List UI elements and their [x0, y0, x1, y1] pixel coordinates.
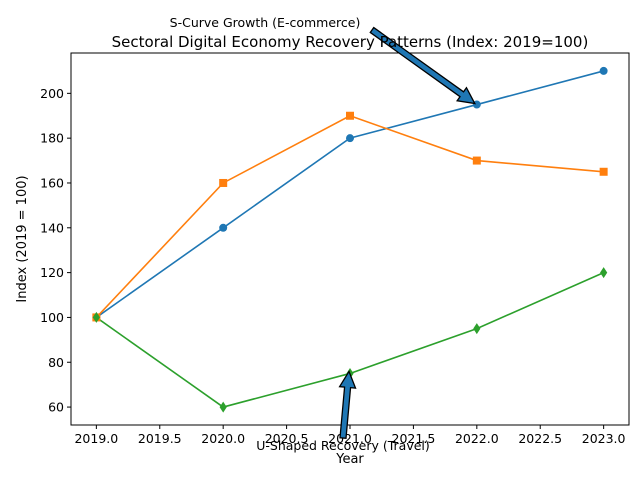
data-point [346, 134, 354, 143]
annotation-label: S-Curve Growth (E-commerce) [170, 15, 361, 30]
data-point [599, 167, 608, 176]
data-point [219, 178, 228, 187]
annotation-arrow [369, 26, 477, 105]
x-tick-label: 2019.0 [74, 431, 118, 446]
data-point [472, 156, 481, 165]
plot-markers [92, 66, 608, 413]
y-axis-label: Index (2019 = 100) [15, 175, 30, 302]
data-point [599, 66, 608, 75]
x-tick-label: 2020.0 [201, 431, 245, 446]
y-tick-label: 140 [40, 220, 64, 235]
series-line [95, 70, 604, 319]
annotation-arrow [338, 370, 357, 439]
y-tick-label: 200 [40, 86, 64, 101]
x-axis-label: Year [335, 452, 364, 467]
y-tick-label: 60 [48, 400, 64, 415]
annotations: S-Curve Growth (E-commerce) U-Shaped Reco… [170, 15, 477, 453]
x-tick-label: 2021.5 [392, 431, 436, 446]
data-point [219, 223, 228, 232]
data-point [600, 267, 608, 279]
data-point [92, 311, 100, 323]
data-point [219, 401, 227, 413]
annotation-label: U-Shaped Recovery (Travel) [256, 438, 430, 453]
y-tick-label: 100 [40, 310, 64, 325]
y-tick-label: 80 [48, 355, 64, 370]
data-point [346, 111, 354, 120]
data-point [473, 323, 481, 335]
series-line [95, 114, 604, 318]
x-tick-label: 2020.5 [265, 431, 309, 446]
x-tick-label: 2022.5 [518, 431, 562, 446]
y-tick-label: 180 [40, 131, 64, 146]
y-tick-label: 120 [40, 265, 64, 280]
plot-lines [95, 70, 604, 408]
x-tick-label: 2021.0 [328, 431, 372, 446]
y-axis-ticks: 60 80 100 120 140 160 180 200 [40, 86, 71, 415]
x-tick-label: 2019.5 [138, 431, 182, 446]
chart-title: Sectoral Digital Economy Recovery Patter… [112, 33, 589, 51]
x-axis-ticks: 2019.0 2019.5 2020.0 2020.5 2021.0 2021.5 2022… [74, 425, 626, 446]
x-tick-label: 2022.0 [455, 431, 499, 446]
y-tick-label: 160 [40, 175, 64, 190]
x-tick-label: 2023.0 [582, 431, 626, 446]
